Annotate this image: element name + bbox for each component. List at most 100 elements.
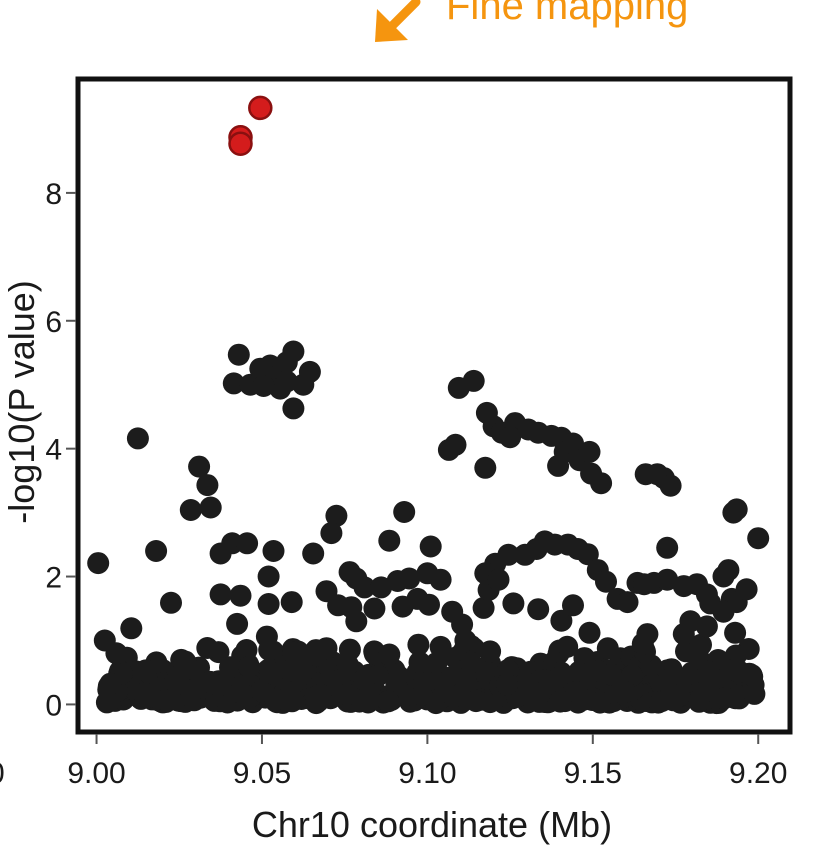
- data-point: [528, 682, 551, 705]
- data-point: [479, 691, 502, 714]
- x-axis-label: Chr10 coordinate (Mb): [252, 804, 612, 845]
- arrow-down-left-icon: [375, 0, 421, 42]
- y-axis-label: -log10(P value): [1, 280, 42, 523]
- data-point: [255, 625, 278, 648]
- data-point: [723, 658, 746, 681]
- data-point: [697, 660, 720, 683]
- data-point: [562, 432, 584, 455]
- data-point: [188, 455, 211, 478]
- data-point: [692, 680, 715, 703]
- data-point: [282, 397, 305, 420]
- data-point: [393, 501, 416, 523]
- data-point: [613, 680, 636, 703]
- data-point: [289, 664, 312, 686]
- data-point: [712, 687, 735, 710]
- data-point: [155, 689, 178, 712]
- data-point: [495, 673, 518, 696]
- data-point: [238, 655, 261, 678]
- data-point: [196, 474, 219, 497]
- data-point: [257, 565, 280, 588]
- data-point: [345, 610, 368, 633]
- data-point: [550, 609, 573, 632]
- data-point: [378, 643, 401, 666]
- data-point: [235, 639, 258, 661]
- data-point: [672, 623, 695, 646]
- data-point: [410, 683, 433, 706]
- data-point: [275, 370, 298, 393]
- data-point: [656, 536, 679, 559]
- data-point: [596, 637, 619, 660]
- data-point: [514, 543, 536, 566]
- data-point: [429, 635, 452, 658]
- data-point: [133, 682, 156, 705]
- data-point: [302, 542, 325, 565]
- data-point: [589, 691, 611, 714]
- data-point: [126, 427, 149, 450]
- data-point: [499, 426, 522, 449]
- data-point: [280, 591, 303, 614]
- data-point: [659, 474, 682, 497]
- cropped-tick-fragment: 0: [0, 757, 5, 790]
- data-point: [562, 594, 584, 617]
- data-point: [462, 369, 485, 392]
- data-point: [407, 633, 430, 656]
- data-point: [336, 653, 359, 676]
- data-point: [363, 597, 386, 620]
- data-point: [87, 552, 110, 575]
- data-point: [160, 591, 182, 614]
- data-point: [487, 568, 510, 591]
- data-point: [229, 584, 252, 607]
- axes: 9.00 9.05 9.10 9.15 9.20 0 2 4 6 8: [45, 178, 787, 790]
- data-point: [502, 592, 525, 615]
- points-layer: [87, 340, 770, 715]
- data-point: [252, 375, 275, 397]
- data-point: [222, 372, 245, 395]
- data-point: [353, 576, 376, 599]
- data-point: [724, 621, 747, 644]
- data-point: [547, 454, 570, 477]
- lead-snp-point: [248, 95, 273, 121]
- data-point: [549, 690, 572, 713]
- data-point: [370, 576, 393, 599]
- data-point: [616, 591, 639, 614]
- data-point: [479, 640, 502, 663]
- y-tick-label: 4: [45, 434, 62, 467]
- data-point: [474, 456, 497, 479]
- data-point: [257, 593, 280, 615]
- data-point: [419, 535, 442, 558]
- data-point: [418, 593, 440, 616]
- fine-mapping-annotation: Fine mapping: [375, 0, 688, 42]
- data-point: [725, 498, 748, 521]
- data-point: [278, 684, 301, 707]
- data-point: [578, 440, 601, 463]
- data-point: [581, 660, 604, 683]
- data-point: [134, 659, 157, 682]
- data-point: [556, 635, 579, 658]
- y-tick-label: 0: [45, 689, 62, 722]
- annotation-label: Fine mapping: [446, 0, 688, 28]
- data-point: [437, 438, 460, 461]
- data-point: [320, 522, 343, 545]
- data-point: [743, 682, 766, 705]
- data-point: [282, 340, 305, 363]
- data-point: [460, 651, 482, 674]
- data-point: [199, 496, 222, 519]
- x-tick-label: 9.10: [398, 757, 456, 790]
- data-point: [442, 685, 465, 708]
- data-point: [196, 637, 219, 659]
- data-point: [576, 543, 599, 566]
- data-point: [595, 570, 617, 593]
- y-tick-label: 8: [45, 178, 62, 211]
- data-point: [262, 540, 285, 562]
- data-point: [219, 656, 241, 679]
- data-point: [472, 596, 495, 619]
- data-point: [578, 621, 601, 644]
- data-point: [236, 532, 259, 555]
- data-point: [740, 664, 763, 686]
- data-point: [226, 612, 249, 635]
- data-point: [105, 642, 128, 665]
- data-point: [735, 578, 758, 601]
- data-point: [261, 662, 284, 685]
- data-point: [184, 678, 207, 701]
